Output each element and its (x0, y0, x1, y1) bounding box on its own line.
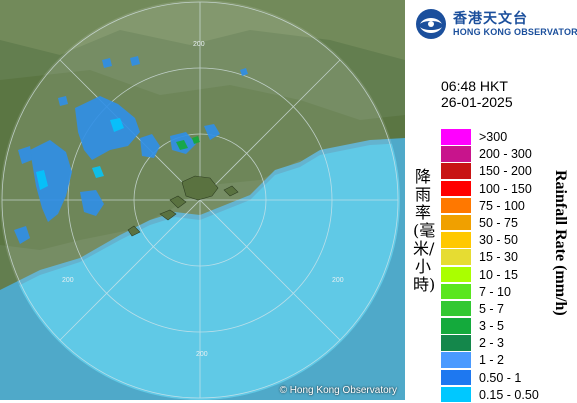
legend-swatch (441, 146, 471, 162)
legend-swatch (441, 352, 471, 368)
legend-range-label: 30 - 50 (479, 233, 518, 248)
legend-title-chinese: 降雨率(毫米/小時) (413, 167, 436, 294)
radar-map-graphic: 200 200 200 200 (0, 0, 405, 400)
legend-swatch (441, 335, 471, 351)
range-ring-labels: 200 200 200 200 (62, 41, 344, 358)
legend-swatch (441, 197, 471, 214)
legend-swatch (441, 300, 471, 317)
legend-range-label: 7 - 10 (479, 284, 511, 299)
northern-hills (0, 0, 405, 60)
legend-range-label: >300 (479, 130, 508, 144)
range-label-south: 200 (196, 351, 208, 358)
hko-logo: 香港天文台 HONG KONG OBSERVATORY (413, 6, 577, 42)
legend-panel: 香港天文台 HONG KONG OBSERVATORY 06:48 HKT 26… (405, 0, 577, 403)
legend-swatch (441, 369, 471, 386)
legend-range-label: 100 - 150 (479, 181, 532, 196)
islands (127, 175, 239, 237)
range-label-east: 200 (332, 277, 344, 284)
legend-range-label: 75 - 100 (479, 198, 525, 213)
range-label-north: 200 (193, 41, 205, 48)
legend-swatch (441, 283, 471, 300)
legend-range-label: 2 - 3 (479, 336, 505, 351)
legend-swatch (441, 266, 471, 282)
legend-swatch (441, 386, 471, 403)
logo-chinese-text: 香港天文台 (453, 11, 528, 27)
legend-range-label: 10 - 15 (479, 267, 518, 282)
copyright-notice: © Hong Kong Observatory (279, 385, 397, 396)
legend-range-label: 1 - 2 (479, 353, 505, 368)
observation-date: 26-01-2025 (441, 94, 513, 110)
legend-range-label: 15 - 30 (479, 250, 518, 265)
legend-title-english: Rainfall Rate (mm/h) (552, 170, 569, 316)
legend-swatch (441, 318, 471, 334)
legend-swatch (441, 249, 471, 265)
legend-title-english-wrapper: Rainfall Rate (mm/h) (547, 170, 571, 370)
legend-range-label: 150 - 200 (479, 164, 532, 179)
legend-range-label: 200 - 300 (479, 147, 532, 162)
legend-swatch (441, 129, 471, 145)
legend-swatch (441, 214, 471, 231)
legend-swatch (441, 163, 471, 179)
observation-time: 06:48 HKT (441, 78, 508, 94)
logo-english-text: HONG KONG OBSERVATORY (453, 27, 577, 37)
legend-range-label: 0.50 - 1 (479, 370, 522, 385)
hko-logo-icon (416, 9, 446, 39)
moderate-rain-echoes (176, 136, 200, 150)
range-label-west: 200 (62, 277, 74, 284)
legend-range-label: 0.15 - 0.50 (479, 387, 539, 402)
legend-swatch (441, 232, 471, 248)
range-rings (1, 1, 399, 399)
legend-swatch (441, 180, 471, 197)
legend-range-label: 3 - 5 (479, 319, 505, 334)
legend-range-label: 50 - 75 (479, 215, 518, 230)
radar-map: 200 200 200 200 © Hong Kong Observatory (0, 0, 405, 400)
legend-range-label: 5 - 7 (479, 301, 505, 316)
light-rain-echoes (36, 118, 124, 190)
